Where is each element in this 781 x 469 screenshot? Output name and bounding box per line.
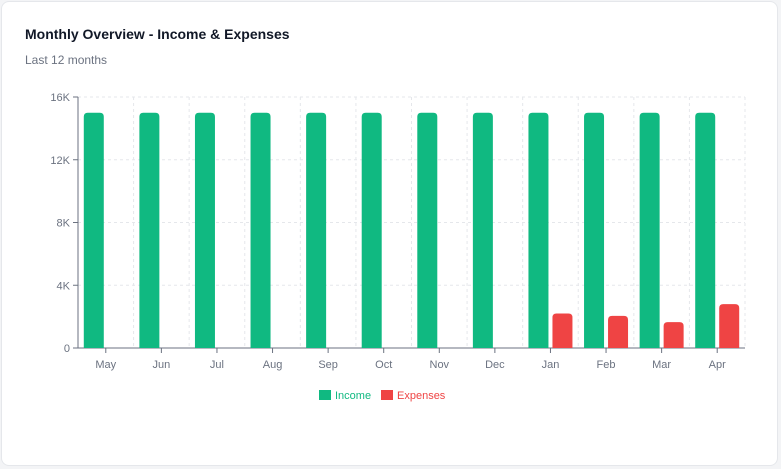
income-bar-jan[interactable] [528,112,549,348]
legend-swatch-income [319,390,331,400]
x-tick-label: Jul [210,359,224,371]
expenses-bar-jan[interactable] [552,313,573,348]
y-tick-label: 4K [57,280,71,292]
y-tick-label: 16K [50,92,70,104]
x-tick-label: Dec [485,359,505,371]
income-bar-jul[interactable] [194,112,215,348]
expenses-bar-feb[interactable] [608,315,629,348]
x-tick-label: Jan [542,359,560,371]
x-tick-label: Apr [709,359,726,371]
income-bar-sep[interactable] [306,112,327,348]
income-bar-apr[interactable] [695,112,716,348]
y-tick-label: 12K [50,155,70,167]
x-tick-label: Sep [318,359,338,371]
x-tick-label: Feb [597,359,616,371]
y-tick-label: 0 [64,343,70,355]
x-tick-label: May [95,359,116,371]
expenses-bar-apr[interactable] [719,304,740,348]
x-tick-label: Mar [652,359,671,371]
income-bar-mar[interactable] [639,112,660,348]
expenses-bar-mar[interactable] [663,322,684,348]
income-bar-jun[interactable] [139,112,160,348]
x-tick-label: Jun [153,359,171,371]
x-tick-label: Nov [430,359,450,371]
income-bar-aug[interactable] [250,112,271,348]
income-bar-may[interactable] [83,112,104,348]
income-bar-oct[interactable] [361,112,382,348]
legend-label-expenses[interactable]: Expenses [397,390,446,402]
income-bar-nov[interactable] [417,112,438,348]
card-subtitle: Last 12 months [25,53,108,67]
income-bar-dec[interactable] [472,112,493,348]
card-title: Monthly Overview - Income & Expenses [25,26,290,42]
legend-swatch-expenses [381,390,393,400]
y-tick-label: 8K [57,218,71,230]
income-bar-feb[interactable] [584,112,605,348]
x-tick-label: Aug [263,359,283,371]
x-tick-label: Oct [375,359,392,371]
legend-label-income[interactable]: Income [335,390,371,402]
